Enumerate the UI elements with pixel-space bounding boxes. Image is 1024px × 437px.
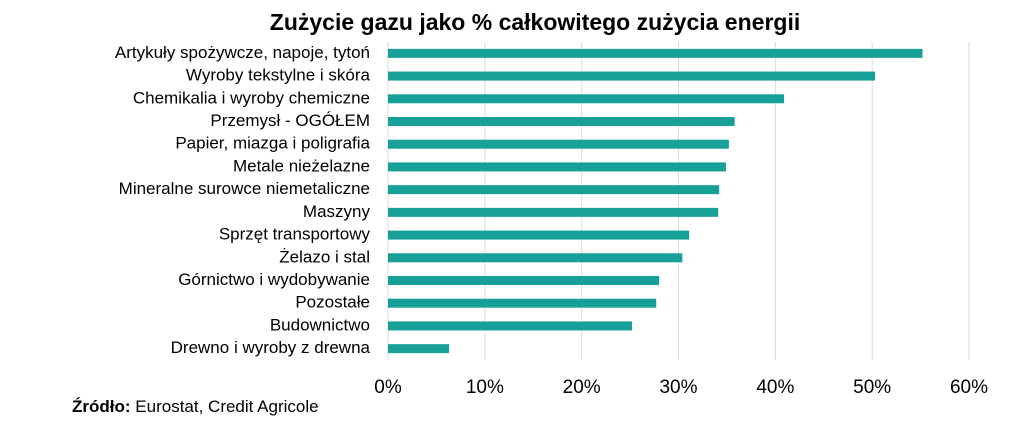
bar [388,344,450,354]
y-tick-label: Wyroby tekstylne i skóra [186,66,371,85]
y-tick-label: Artykuły spożywcze, napoje, tytoń [115,43,370,62]
source: Źródło: Eurostat, Credit Agricole [72,397,319,416]
x-tick-label: 20% [563,377,601,398]
bar [388,207,719,217]
y-tick-label: Żelazo i stal [279,247,370,266]
y-tick-label: Mineralne surowce niemetaliczne [119,179,370,198]
y-tick-label: Przemysł - OGÓŁEM [210,111,370,130]
source-text: Eurostat, Credit Agricole [135,397,318,416]
y-tick-label: Drewno i wyroby z drewna [171,338,371,357]
x-tick-label: 0% [374,377,402,398]
x-tick-label: 30% [659,377,697,398]
y-tick-label: Sprzęt transportowy [219,225,371,244]
x-tick-label: 50% [853,377,891,398]
bar [388,321,633,331]
bar [388,117,735,126]
source-label: Źródło: [72,397,131,416]
bar [388,71,876,81]
bar [388,94,785,104]
bar [388,48,923,58]
y-tick-label: Budownictwo [270,315,370,334]
y-tick-label: Pozostałe [295,293,370,312]
bar [388,162,726,172]
y-tick-label: Maszyny [303,202,371,221]
bar [388,139,729,149]
chart-title: Zużycie gazu jako % całkowitego zużycia … [270,9,800,35]
y-tick-label: Górnictwo i wydobywanie [178,270,370,289]
bar [388,253,683,263]
y-tick-label: Chemikalia i wyroby chemiczne [133,88,370,107]
x-tick-label: 60% [950,377,988,398]
bar [388,185,720,195]
bar [388,298,657,308]
bar [388,230,690,240]
x-tick-label: 10% [466,377,504,398]
y-tick-label: Papier, miazga i poligrafia [175,134,370,153]
x-tick-label: 40% [756,377,794,398]
y-tick-label: Metale nieżelazne [233,156,370,175]
bar [388,276,660,285]
